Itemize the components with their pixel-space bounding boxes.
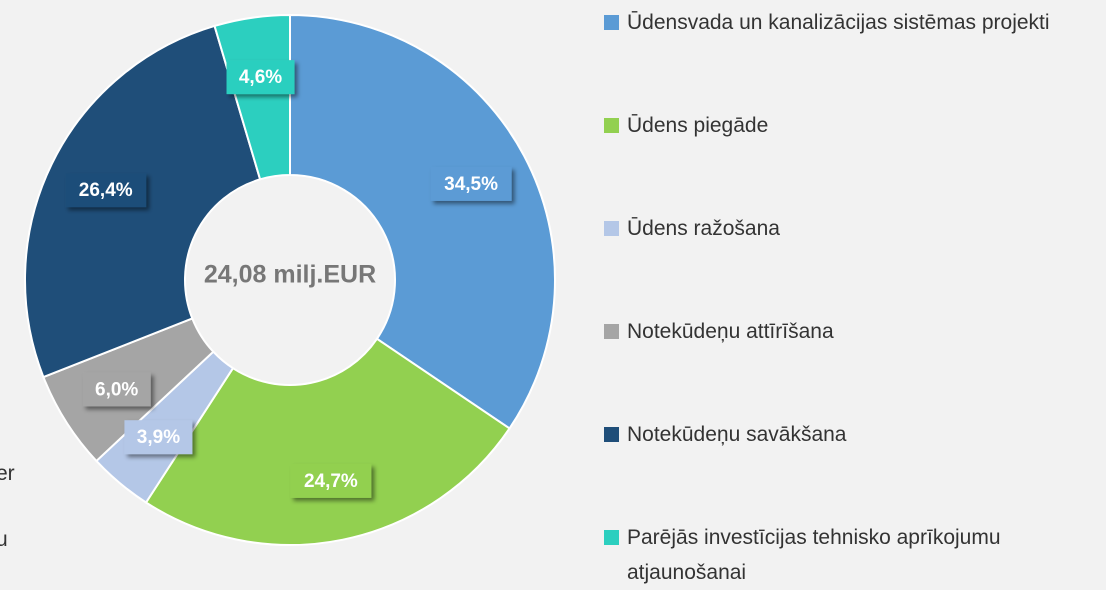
data-label: 34,5% — [430, 166, 512, 201]
data-label-box — [124, 420, 193, 455]
data-label-text: 26,4% — [79, 180, 133, 201]
legend-label: Ūdensvada un kanalizācijas sistēmas proj… — [627, 11, 1050, 34]
data-label: 6,0% — [82, 372, 151, 407]
legend-swatch — [604, 118, 619, 133]
legend-swatch — [604, 530, 619, 545]
legend-swatch — [604, 427, 619, 442]
data-label-text: 34,5% — [444, 174, 498, 195]
data-label: 4,6% — [226, 60, 295, 95]
legend-item: Ūdensvada un kanalizācijas sistēmas proj… — [604, 5, 1082, 40]
chart: 24,08 milj.EUR 34,5% 24,7% 3,9% 6,0% 26,4% 4,… — [24, 13, 556, 546]
legend-label: Parējās investīcijas tehnisko aprīkojumu… — [627, 526, 1001, 584]
background-text: u — [0, 528, 8, 551]
data-label-box — [290, 463, 372, 498]
data-label: 3,9% — [124, 420, 193, 455]
legend-label: Notekūdeņu attīrīšana — [627, 320, 834, 343]
data-label-box — [65, 173, 147, 208]
data-label-box — [226, 60, 295, 95]
legend-swatch — [604, 15, 619, 30]
background-text: er — [0, 462, 15, 485]
legend-item: Notekūdeņu attīrīšana — [604, 314, 1082, 349]
legend-item: Ūdens ražošana — [604, 211, 1082, 246]
legend-label: Ūdens piegāde — [627, 114, 769, 137]
legend-swatch — [604, 221, 619, 236]
data-label-text: 24,7% — [304, 471, 358, 492]
donut-slice — [213, 13, 291, 181]
page: er u 24,08 milj.EUR 34,5% 24,7% 3,9% 6,0% 26… — [0, 5, 1082, 584]
legend-swatch — [604, 324, 619, 339]
data-label: 24,7% — [290, 463, 372, 498]
donut-slice — [289, 13, 556, 430]
data-label-box — [430, 166, 512, 201]
data-label-text: 4,6% — [239, 67, 282, 88]
legend-label: Ūdens ražošana — [627, 217, 780, 240]
legend-item: Parējās investīcijas tehnisko aprīkojumu… — [604, 520, 1082, 590]
data-label-box — [82, 372, 151, 407]
data-label-text: 6,0% — [95, 379, 138, 400]
legend-item: Notekūdeņu savākšana — [604, 417, 1082, 452]
center-label: 24,08 milj.EUR — [204, 261, 376, 289]
legend-item: Ūdens piegāde — [604, 108, 1082, 143]
data-label-text: 3,9% — [137, 427, 180, 448]
legend-label: Notekūdeņu savākšana — [627, 423, 847, 446]
data-label: 26,4% — [65, 173, 147, 208]
donut-slice — [144, 337, 511, 546]
